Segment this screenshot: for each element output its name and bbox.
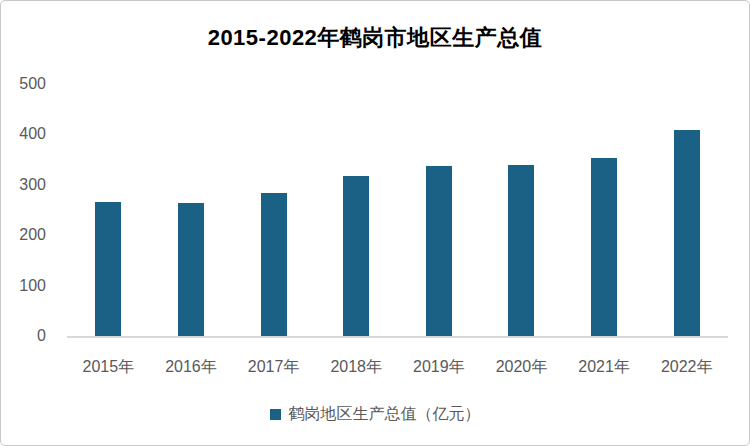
legend-label: 鹤岗地区生产总值（亿元） (289, 404, 481, 425)
bar-slot (480, 84, 563, 336)
bar-2022年 (674, 130, 700, 336)
y-tick-label-200: 200 (1, 226, 46, 244)
x-tick-label-2020年: 2020年 (480, 357, 563, 378)
bar-2019年 (426, 166, 452, 336)
y-tick-label-300: 300 (1, 176, 46, 194)
y-tick-label-0: 0 (1, 327, 46, 345)
x-tick-label-2022年: 2022年 (645, 357, 728, 378)
legend-swatch-icon (270, 409, 281, 420)
y-axis-labels: 0100200300400500 (1, 84, 46, 336)
bar-2017年 (261, 193, 287, 336)
x-axis-line (67, 336, 728, 338)
bar-2016年 (178, 203, 204, 336)
bar-2020年 (508, 165, 534, 336)
x-tick-label-2021年: 2021年 (563, 357, 646, 378)
bars-area (67, 84, 728, 336)
bar-2021年 (591, 158, 617, 336)
y-tick-label-500: 500 (1, 75, 46, 93)
bar-slot (315, 84, 398, 336)
bar-slot (232, 84, 315, 336)
bar-slot (563, 84, 646, 336)
bar-slot (645, 84, 728, 336)
legend: 鹤岗地区生产总值（亿元） (1, 404, 749, 425)
y-tick-label-400: 400 (1, 125, 46, 143)
bar-slot (150, 84, 233, 336)
x-tick-label-2016年: 2016年 (150, 357, 233, 378)
x-tick-label-2015年: 2015年 (67, 357, 150, 378)
x-tick-label-2019年: 2019年 (398, 357, 481, 378)
bar-2015年 (95, 202, 121, 336)
chart-title: 2015-2022年鹤岗市地区生产总值 (1, 23, 749, 53)
chart-frame: 2015-2022年鹤岗市地区生产总值 0 100 200 300 400 500 201… (0, 0, 750, 446)
bar-2018年 (343, 176, 369, 336)
y-tick-label-100: 100 (1, 277, 46, 295)
bar-slot (398, 84, 481, 336)
x-axis-labels: 2015年2016年2017年2018年2019年2020年2021年2022年 (67, 357, 728, 378)
x-tick-label-2017年: 2017年 (232, 357, 315, 378)
bar-slot (67, 84, 150, 336)
x-tick-label-2018年: 2018年 (315, 357, 398, 378)
